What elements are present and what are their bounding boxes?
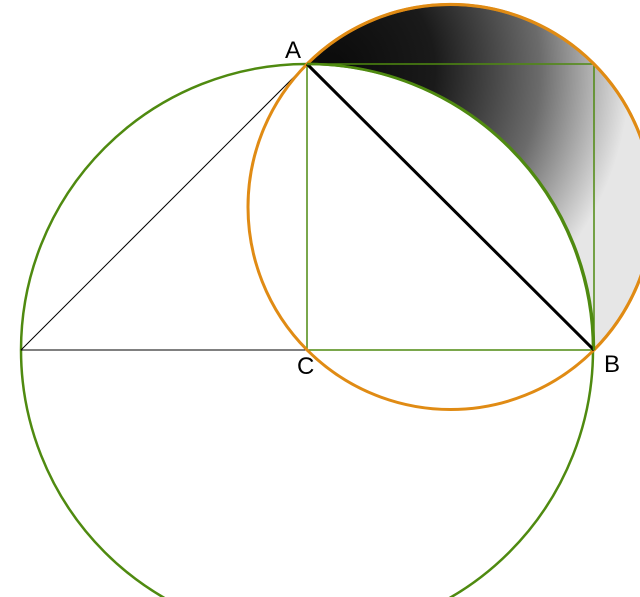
label-b: B	[604, 351, 620, 378]
label-a: A	[285, 37, 301, 64]
label-c: C	[297, 353, 314, 380]
